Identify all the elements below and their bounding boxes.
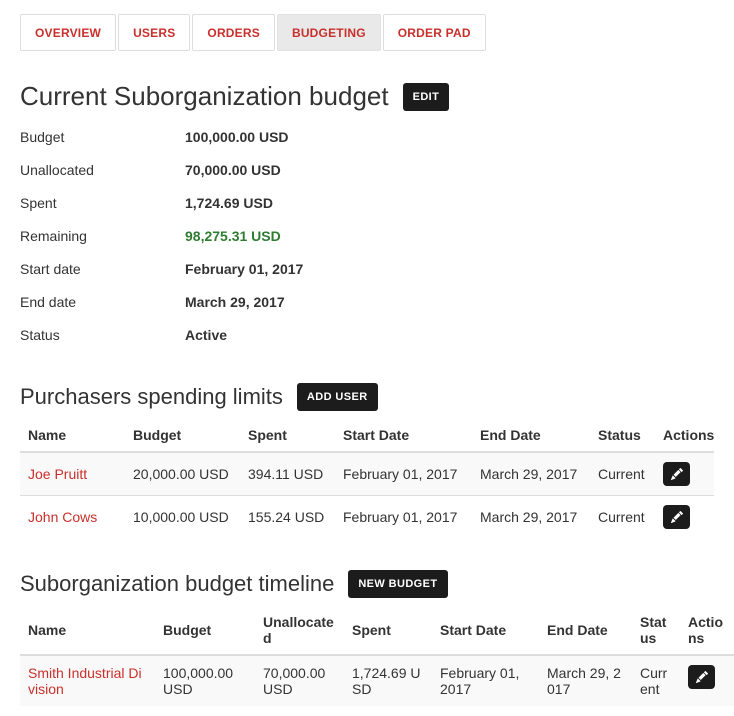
purchasers-table: Name Budget Spent Start Date End Date St…	[20, 419, 714, 538]
purchaser-link[interactable]: Joe Pruitt	[28, 466, 88, 482]
start-date-cell: February 01, 2017	[335, 495, 472, 538]
table-header-row: Name Budget Spent Start Date End Date St…	[20, 419, 714, 453]
timeline-table: Name Budget Unallocated Spent Start Date…	[20, 606, 734, 706]
field-label: Unallocated	[20, 161, 94, 178]
edit-row-button[interactable]	[663, 462, 690, 486]
col-header-spent: Spent	[240, 419, 335, 453]
field-value: February 01, 2017	[185, 260, 304, 277]
col-header-actions: Actions	[655, 419, 714, 453]
budget-field-row: End date March 29, 2017	[20, 285, 714, 318]
budget-field-row: Budget 100,000.00 USD	[20, 120, 714, 153]
col-header-status: Status	[632, 606, 680, 656]
new-budget-button[interactable]: NEW BUDGET	[348, 570, 448, 598]
field-label: Status	[20, 326, 60, 343]
budget-field-row: Unallocated 70,000.00 USD	[20, 153, 714, 186]
budget-field-row: Spent 1,724.69 USD	[20, 186, 714, 219]
start-date-cell: February 01, 2017	[432, 654, 539, 706]
field-value: 1,724.69 USD	[185, 194, 273, 211]
purchaser-link[interactable]: John Cows	[28, 509, 98, 525]
status-value: Active	[185, 326, 228, 343]
col-header-budget: Budget	[125, 419, 240, 453]
col-header-actions: Actions	[680, 606, 734, 656]
purchasers-title: Purchasers spending limits	[20, 384, 283, 409]
current-budget-section: Current Suborganization budget EDIT Budg…	[20, 81, 714, 351]
budget-cell: 20,000.00 USD	[125, 451, 240, 496]
pencil-icon	[695, 671, 708, 683]
col-header-budget: Budget	[155, 606, 255, 656]
remaining-value: 98,275.31 USD	[185, 227, 281, 244]
add-user-button[interactable]: ADD USER	[296, 383, 378, 411]
budget-details-list: Budget 100,000.00 USD Unallocated 70,000…	[20, 120, 714, 351]
col-header-start-date: Start Date	[335, 419, 472, 453]
col-header-spent: Spent	[344, 606, 432, 656]
purchasers-section: Purchasers spending limits ADD USER Name…	[20, 383, 714, 538]
end-date-cell: March 29, 2017	[539, 654, 632, 706]
tab-budgeting[interactable]: BUDGETING	[276, 14, 381, 51]
table-row: John Cows 10,000.00 USD 155.24 USD Febru…	[20, 495, 714, 538]
col-header-status: Status	[590, 419, 655, 453]
current-budget-title: Current Suborganization budget	[20, 81, 389, 111]
field-label: Spent	[20, 194, 57, 211]
edit-button[interactable]: EDIT	[402, 82, 450, 111]
tab-order-pad[interactable]: ORDER PAD	[382, 14, 486, 51]
edit-row-button[interactable]	[688, 665, 715, 689]
tab-overview[interactable]: OVERVIEW	[20, 14, 117, 51]
pencil-icon	[670, 511, 683, 523]
tab-orders[interactable]: ORDERS	[192, 14, 275, 51]
pencil-icon	[670, 468, 683, 480]
field-label: End date	[20, 293, 77, 310]
field-label: Budget	[20, 128, 65, 145]
tab-users[interactable]: USERS	[118, 14, 191, 51]
unallocated-cell: 70,000.00 USD	[255, 654, 344, 706]
suborg-budget-link[interactable]: Smith Industrial Division	[28, 665, 142, 697]
edit-row-button[interactable]	[663, 505, 690, 529]
budget-field-row: Status Active	[20, 318, 714, 351]
status-cell: Current	[590, 495, 655, 538]
col-header-name: Name	[20, 606, 155, 656]
col-header-end-date: End Date	[539, 606, 632, 656]
timeline-title: Suborganization budget timeline	[20, 571, 335, 596]
spent-cell: 394.11 USD	[240, 451, 335, 496]
end-date-cell: March 29, 2017	[472, 495, 590, 538]
col-header-end-date: End Date	[472, 419, 590, 453]
budget-field-row: Start date February 01, 2017	[20, 252, 714, 285]
budget-cell: 10,000.00 USD	[125, 495, 240, 538]
end-date-cell: March 29, 2017	[472, 451, 590, 496]
table-header-row: Name Budget Unallocated Spent Start Date…	[20, 606, 734, 656]
status-cell: Current	[590, 451, 655, 496]
budget-cell: 100,000.00 USD	[155, 654, 255, 706]
col-header-unallocated: Unallocated	[255, 606, 344, 656]
field-value: 70,000.00 USD	[185, 161, 281, 178]
spent-cell: 155.24 USD	[240, 495, 335, 538]
tab-bar: OVERVIEW USERS ORDERS BUDGETING ORDER PA…	[20, 14, 714, 51]
status-cell: Current	[632, 654, 680, 706]
spent-cell: 1,724.69 USD	[344, 654, 432, 706]
field-value: March 29, 2017	[185, 293, 285, 310]
table-row: Smith Industrial Division 100,000.00 USD…	[20, 654, 734, 706]
timeline-section: Suborganization budget timeline NEW BUDG…	[20, 570, 734, 706]
col-header-start-date: Start Date	[432, 606, 539, 656]
table-row: Joe Pruitt 20,000.00 USD 394.11 USD Febr…	[20, 451, 714, 496]
budget-field-row: Remaining 98,275.31 USD	[20, 219, 714, 252]
field-label: Start date	[20, 260, 81, 277]
field-value: 100,000.00 USD	[185, 128, 289, 145]
col-header-name: Name	[20, 419, 125, 453]
start-date-cell: February 01, 2017	[335, 451, 472, 496]
field-label: Remaining	[20, 227, 87, 244]
